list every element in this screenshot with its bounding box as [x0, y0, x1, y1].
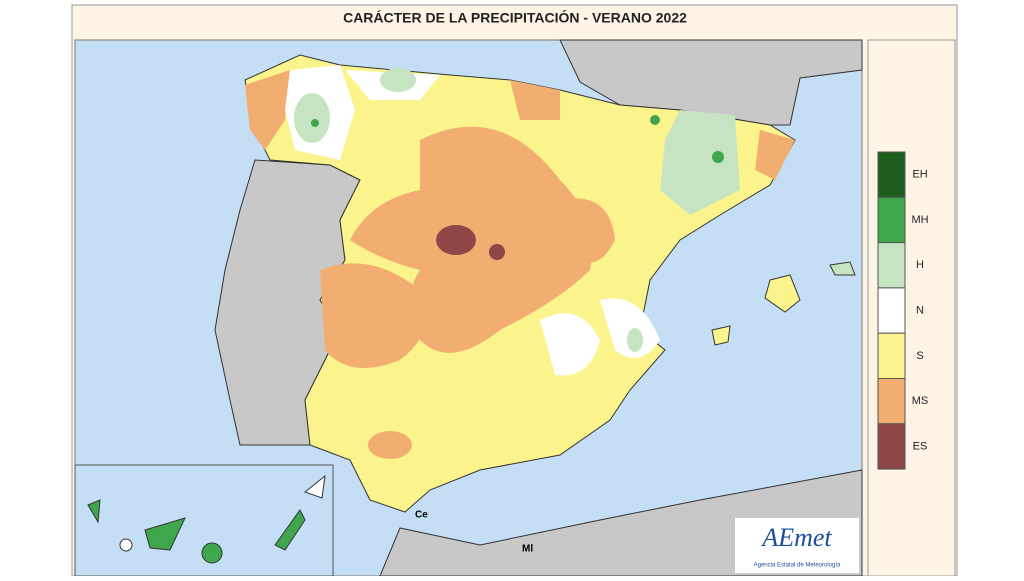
legend-swatch: [877, 332, 906, 380]
legend-swatch: [877, 287, 906, 334]
island: [87, 499, 101, 524]
area-h: [380, 68, 416, 92]
logo-subtitle: Agencia Estatal de Meteorología: [754, 563, 841, 569]
area-h: [627, 328, 643, 352]
legend-label: H: [916, 259, 924, 271]
area-ms: [560, 198, 615, 263]
legend-label: EH: [912, 169, 927, 181]
island: [201, 542, 223, 564]
ibiza: [711, 325, 731, 346]
canary-islands: [87, 474, 326, 564]
area-mh: [650, 115, 660, 125]
legend-swatch: [877, 242, 906, 289]
place-label: Ml: [522, 544, 533, 555]
legend-swatch: [877, 423, 906, 470]
legend: EH MH H N S MS ES: [877, 151, 929, 470]
place-label: Ce: [415, 510, 428, 521]
island: [303, 474, 326, 499]
area-ms: [320, 263, 427, 368]
logo: AEmet: [760, 523, 832, 552]
island: [144, 517, 186, 551]
area-h: [294, 93, 330, 143]
legend-label: MS: [912, 395, 929, 407]
legend-label: S: [916, 350, 923, 362]
legend-swatch: [877, 151, 906, 198]
legend-label: MH: [911, 214, 928, 226]
logo-box: [735, 518, 859, 573]
area-mh: [712, 151, 724, 163]
area-ms: [510, 80, 560, 120]
france: [559, 39, 863, 126]
legend-swatch: [877, 196, 906, 244]
menorca: [829, 261, 856, 276]
area-mh: [311, 119, 319, 127]
island: [274, 509, 306, 551]
legend-label: ES: [913, 440, 928, 452]
area-ms: [755, 130, 795, 180]
area-h: [660, 110, 740, 215]
area-ms: [245, 70, 290, 150]
area-n: [600, 298, 660, 358]
area-n: [540, 313, 600, 376]
legend-label: N: [916, 304, 924, 316]
area-es: [436, 225, 476, 255]
mallorca: [764, 274, 801, 313]
island: [119, 538, 133, 552]
legend-swatch: [877, 378, 906, 425]
title: CARÁCTER DE LA PRECIPITACIÓN - VERANO 20…: [343, 9, 687, 26]
precip-areas: [245, 65, 856, 459]
area-es: [489, 244, 505, 260]
area-ms: [368, 431, 412, 459]
